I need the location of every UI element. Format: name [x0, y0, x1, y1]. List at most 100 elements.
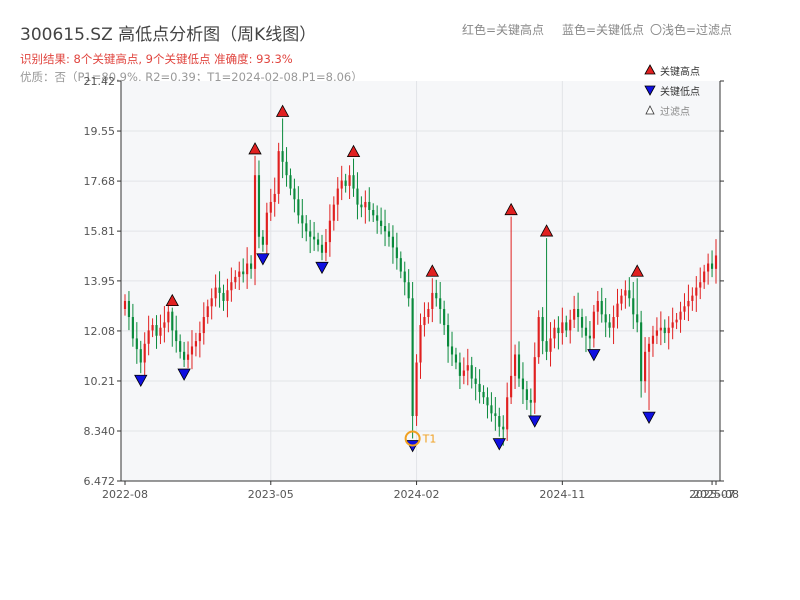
y-axis-ticks: 6.472 8.340 10.21 12.08 13.95 15.81 17.68 19.55… — [84, 75, 724, 488]
candle-body — [246, 263, 249, 275]
candle-body — [305, 223, 308, 232]
candle-body — [320, 244, 324, 253]
candle-body — [647, 343, 651, 352]
candle-body — [415, 362, 418, 417]
candle-body — [175, 330, 178, 342]
candle-body — [277, 151, 280, 194]
candle-body — [222, 292, 225, 301]
candle-body — [171, 311, 174, 331]
y-tick-label: 15.81 — [84, 225, 116, 238]
candle-body — [167, 311, 170, 323]
candle-body — [687, 300, 690, 307]
candle-body — [506, 397, 509, 430]
candle-body — [407, 282, 410, 299]
candle-body — [242, 271, 245, 275]
candle-body — [608, 322, 611, 328]
candle-body — [253, 175, 257, 269]
candle-body — [537, 317, 540, 358]
candle-body — [179, 341, 182, 352]
candle-body — [183, 351, 186, 360]
candle-body — [336, 188, 339, 205]
candle-body — [328, 220, 331, 243]
candle-body — [561, 322, 564, 334]
top-legend-blue: 蓝色=关键低点 — [562, 23, 645, 37]
candle-body — [565, 322, 568, 331]
y-tick-label: 10.21 — [84, 375, 116, 388]
triangle-up-icon — [644, 64, 656, 75]
candle-body — [584, 327, 588, 336]
key-low-marker — [177, 368, 191, 381]
candle-body — [636, 314, 639, 323]
candle-body — [439, 298, 442, 309]
candle-body — [592, 311, 595, 339]
candle-body — [332, 204, 335, 221]
legend-filtered-label: 过滤点 — [660, 107, 690, 118]
candle-body — [431, 292, 434, 309]
quality-summary: 优质：否（P1=80.9%, R2=0.39；T1=2024-02-08,P1=… — [20, 70, 363, 84]
top-legend-light: 〇浅色=过滤点 — [650, 23, 733, 37]
candle-body — [620, 295, 623, 304]
candle-body — [435, 292, 438, 299]
result-summary: 识别结果: 8个关键高点, 9个关键低点 准确度: 93.3% — [20, 52, 293, 66]
candle-body — [218, 287, 221, 293]
candle-body — [549, 338, 552, 352]
key-low-marker — [642, 411, 656, 424]
candles — [123, 118, 718, 446]
candle-body — [301, 215, 304, 224]
candle-body — [376, 215, 379, 221]
y-tick-label: 12.08 — [84, 325, 116, 338]
y-tick-label: 19.55 — [84, 125, 116, 138]
key-low-marker — [256, 253, 270, 266]
markers: T1 — [134, 104, 656, 453]
candle-body — [194, 341, 198, 347]
candle-body — [474, 378, 477, 384]
candle-body — [443, 308, 446, 326]
y-tick-label: 6.472 — [84, 475, 116, 488]
key-low-marker — [528, 415, 542, 428]
candle-body — [399, 258, 402, 272]
candle-body — [707, 263, 710, 272]
x-tick-label: 2024-11 — [539, 488, 585, 501]
candle-body — [580, 317, 584, 328]
candle-body — [151, 325, 154, 331]
candle-body — [289, 175, 292, 189]
candle-body — [131, 317, 134, 339]
candle-body — [596, 300, 599, 312]
candle-body — [139, 349, 142, 363]
candle-body — [604, 314, 607, 323]
candle-body — [348, 175, 351, 186]
x-tick-label: 2023-05 — [248, 488, 294, 501]
key-high-marker — [346, 144, 361, 158]
candle-body — [490, 405, 493, 414]
candle-body — [340, 180, 343, 189]
candle-body — [632, 298, 635, 315]
candle-body — [281, 151, 284, 162]
key-high-marker — [504, 202, 518, 216]
candle-body — [226, 290, 229, 301]
candle-body — [510, 375, 513, 398]
chart-title: 300615.SZ 高低点分析图（周K线图） — [20, 25, 317, 45]
candle-body — [683, 306, 686, 312]
candle-body — [403, 271, 406, 283]
t1-marker — [404, 430, 421, 447]
candle-body — [257, 175, 261, 237]
top-legend-red: 红色=关键高点 — [462, 23, 545, 37]
candle-body — [525, 389, 528, 400]
candle-body — [269, 201, 272, 213]
candle-body — [391, 236, 395, 248]
triangle-outline-icon — [645, 105, 655, 115]
candle-body — [545, 341, 548, 352]
candle-body — [206, 306, 209, 318]
candle-body — [202, 317, 205, 334]
legend-low-label: 关键低点 — [660, 87, 700, 98]
x-tick-label: 2024-02 — [394, 488, 440, 501]
candle-body — [293, 188, 296, 200]
candle-body — [659, 327, 662, 331]
candle-body — [155, 325, 158, 336]
candle-body — [380, 220, 383, 227]
candle-body — [238, 271, 241, 277]
legend-high-label: 关键高点 — [660, 67, 700, 78]
candle-body — [360, 204, 363, 208]
candle-body — [695, 287, 698, 296]
candle-body — [470, 365, 473, 379]
